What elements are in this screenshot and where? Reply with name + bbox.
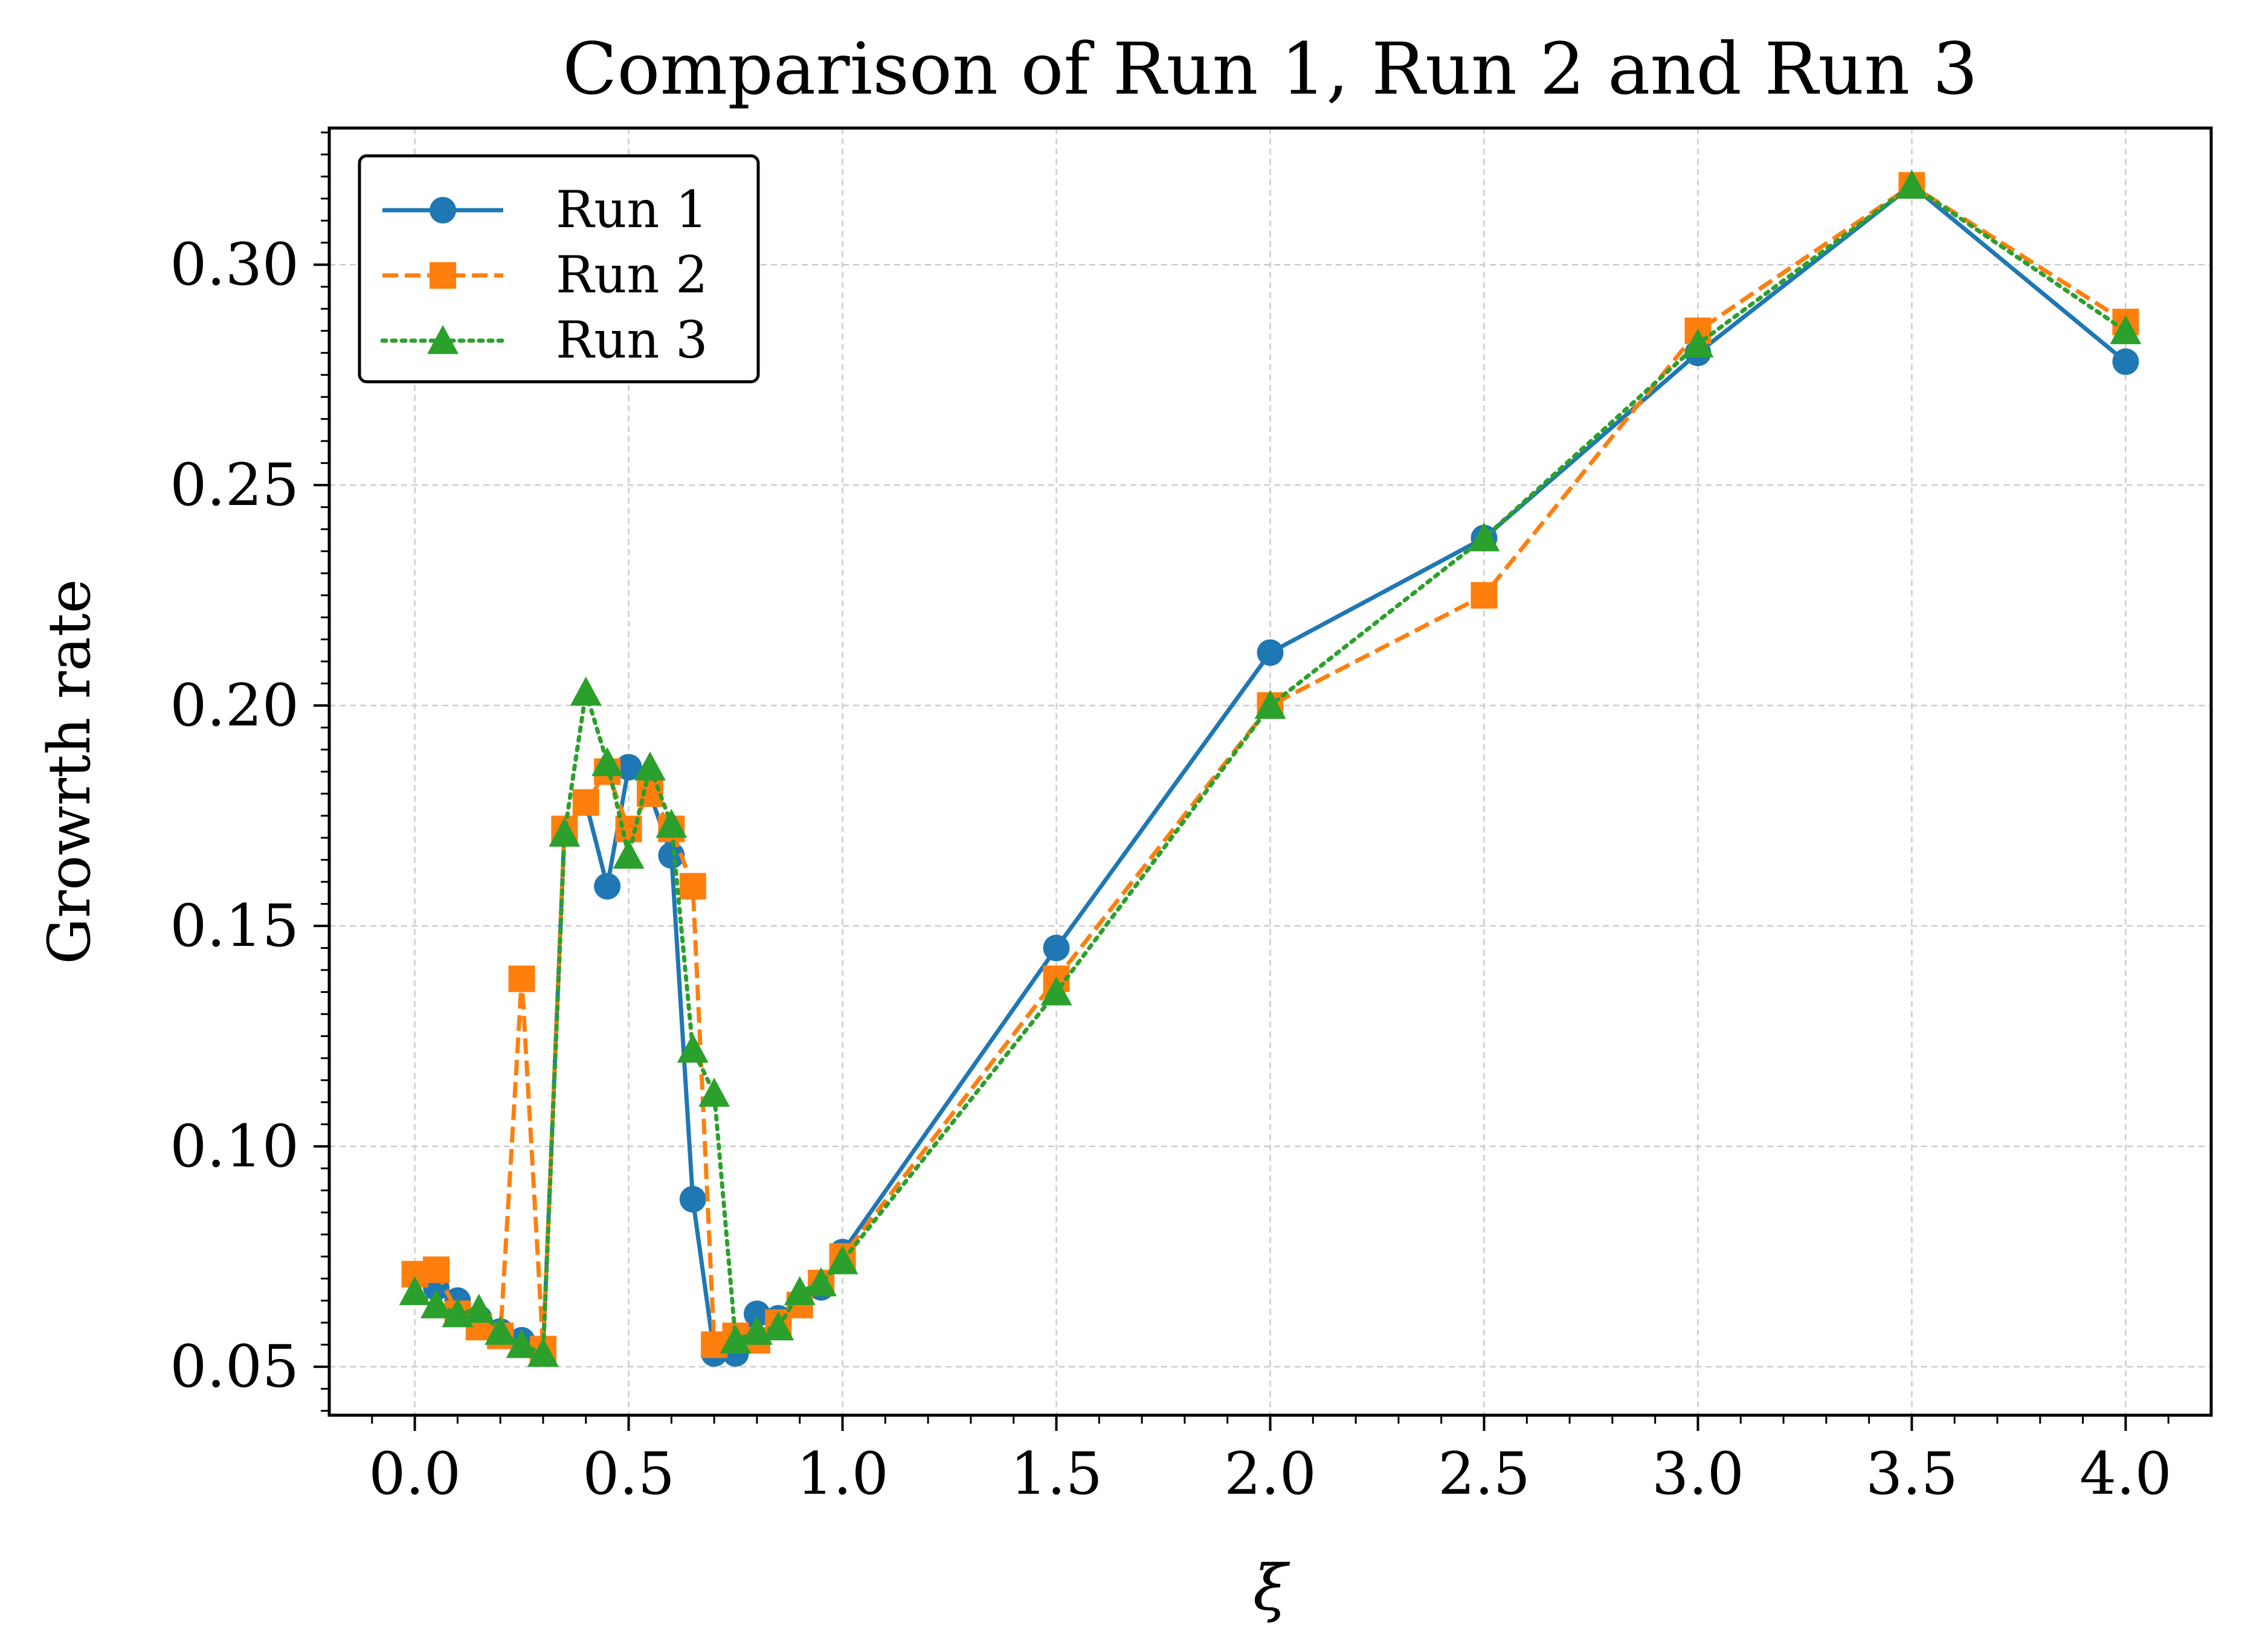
data-point — [1682, 328, 1714, 358]
data-point — [658, 842, 685, 869]
data-point — [762, 1311, 794, 1341]
x-tick-label: 4.0 — [2079, 1440, 2172, 1508]
x-tick-label: 3.5 — [1866, 1440, 1958, 1508]
y-tick-label: 0.25 — [170, 451, 299, 519]
x-tick-label: 1.5 — [1010, 1440, 1103, 1508]
axis-ticks: 0.0 0.5 1.0 1.5 2.0 2.5 3.0 3.5 4.0 0.05 0.10 0.15 0… — [170, 131, 2172, 1508]
data-point — [2110, 315, 2142, 344]
data-point — [805, 1267, 837, 1297]
data-point — [506, 1329, 538, 1358]
data-point — [508, 965, 535, 992]
y-axis-label: Growrth rate — [36, 579, 103, 965]
series-layer — [399, 169, 2142, 1367]
data-point — [656, 809, 688, 838]
data-point — [743, 1300, 770, 1328]
data-point — [679, 873, 706, 900]
legend-marker — [430, 262, 456, 289]
legend-label: Run 3 — [556, 310, 708, 370]
y-tick-label: 0.30 — [170, 231, 299, 298]
data-point — [422, 1256, 449, 1284]
data-point — [1043, 934, 1070, 962]
data-point — [615, 754, 642, 781]
data-point — [784, 1276, 816, 1305]
data-point — [549, 817, 581, 847]
y-tick-label: 0.10 — [170, 1113, 299, 1180]
x-tick-label: 1.0 — [796, 1440, 889, 1508]
x-tick-label: 0.5 — [582, 1440, 675, 1508]
data-point — [420, 1289, 452, 1319]
data-point — [634, 751, 666, 781]
data-point — [570, 677, 602, 706]
x-axis-label: ξ — [1253, 1551, 1290, 1625]
y-tick-label: 0.15 — [170, 892, 299, 960]
data-point — [1040, 976, 1072, 1006]
legend: Run 1 Run 2 Run 3 — [358, 154, 760, 384]
data-point — [463, 1293, 495, 1323]
data-point — [826, 1245, 858, 1274]
legend-marker — [427, 325, 459, 355]
y-tick-label: 0.05 — [170, 1333, 299, 1401]
data-point — [1257, 639, 1284, 666]
data-point — [677, 1033, 709, 1063]
grid — [329, 128, 2211, 1415]
y-tick-label: 0.20 — [170, 672, 299, 739]
data-point — [594, 873, 621, 900]
series-run-3 — [399, 169, 2142, 1367]
data-point — [572, 789, 599, 816]
legend-marker — [430, 197, 456, 223]
data-point — [1254, 690, 1286, 719]
x-tick-label: 2.0 — [1224, 1440, 1316, 1508]
data-point — [399, 1276, 431, 1305]
data-point — [1896, 169, 1928, 199]
chart-title: Comparison of Run 1, Run 2 and Run 3 — [562, 27, 1978, 111]
data-point — [485, 1316, 517, 1345]
x-tick-label: 0.0 — [369, 1440, 461, 1508]
data-point — [2112, 348, 2139, 375]
legend-label: Run 2 — [556, 245, 708, 304]
data-point — [527, 1337, 559, 1367]
x-tick-label: 2.5 — [1438, 1440, 1530, 1508]
data-point — [698, 1078, 730, 1107]
data-point — [591, 747, 623, 777]
data-point — [1468, 522, 1500, 551]
x-tick-label: 3.0 — [1652, 1440, 1744, 1508]
data-point — [1471, 582, 1498, 609]
data-point — [613, 840, 645, 869]
legend-label: Run 1 — [556, 180, 708, 239]
data-point — [679, 1186, 706, 1213]
data-point — [720, 1324, 752, 1354]
